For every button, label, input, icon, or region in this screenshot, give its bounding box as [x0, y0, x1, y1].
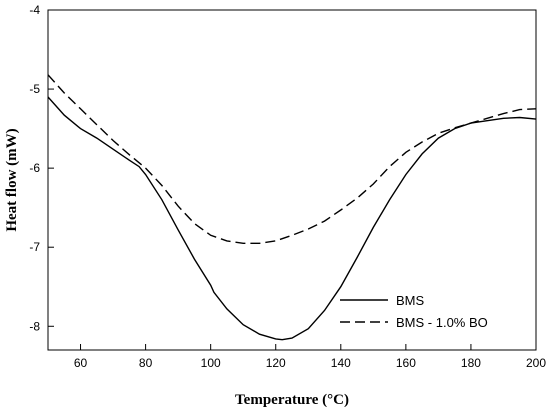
series-line-bms-bo [47, 74, 537, 244]
ticks-layer: 60 80 100 120 140 160 180 200 -8 -7 -6 -5 -4 [29, 3, 546, 370]
x-tick-label: 120 [266, 356, 286, 370]
x-tick-label: 60 [74, 356, 88, 370]
x-tick-label: 80 [139, 356, 153, 370]
y-tick-label: -6 [29, 161, 40, 175]
x-tick-label: 100 [201, 356, 221, 370]
x-axis-title: Temperature (°C) [235, 392, 349, 408]
legend: BMS BMS - 1.0% BO [340, 293, 488, 330]
legend-label: BMS - 1.0% BO [396, 315, 488, 330]
x-tick-label: 140 [331, 356, 351, 370]
y-tick-label: -5 [29, 82, 40, 96]
legend-label: BMS [396, 293, 425, 308]
axis-titles: Temperature (°C) Heat flow (mW) [4, 128, 349, 408]
plot-frame [47, 9, 537, 351]
x-tick-label: 180 [461, 356, 481, 370]
series-line-bms [47, 96, 537, 341]
x-tick-label: 160 [396, 356, 416, 370]
y-tick-label: -4 [29, 3, 40, 17]
x-tick-label: 200 [526, 356, 546, 370]
y-tick-label: -8 [29, 319, 40, 333]
plot-area: 60 80 100 120 140 160 180 200 -8 -7 -6 -5 -4 [29, 3, 546, 370]
series-layer [47, 74, 537, 341]
y-tick-label: -7 [29, 240, 40, 254]
y-axis-title: Heat flow (mW) [4, 128, 20, 231]
